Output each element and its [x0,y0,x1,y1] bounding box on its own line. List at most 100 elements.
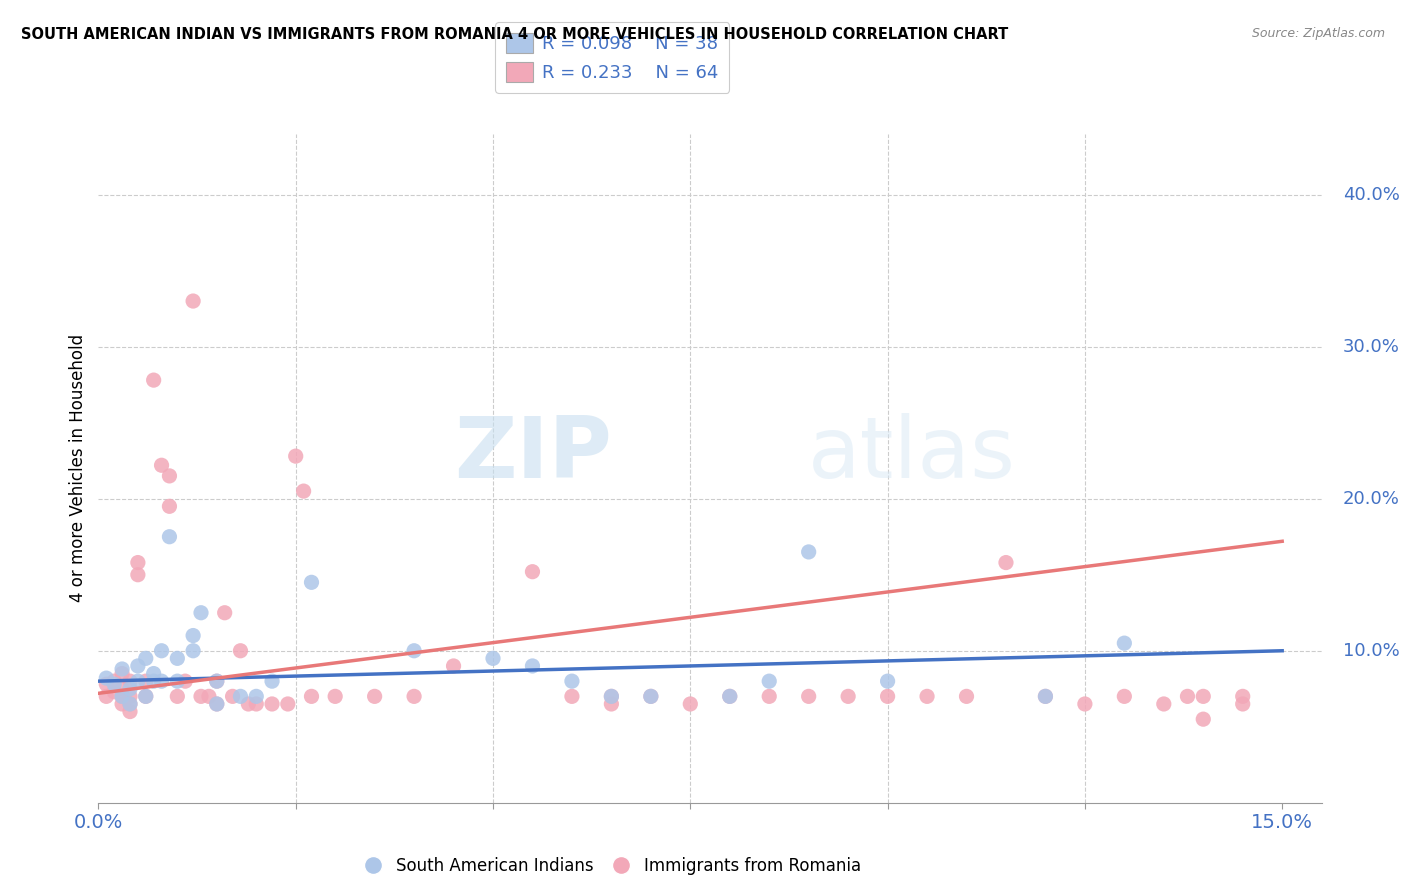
Text: ZIP: ZIP [454,413,612,497]
Point [111,681,134,696]
Point [600,690,623,704]
Point [323,690,346,704]
Text: atlas: atlas [808,413,1017,497]
Point [127,674,149,689]
Point [284,449,307,463]
Point [1114,636,1136,650]
Point [679,697,702,711]
Point [561,690,583,704]
Point [718,690,741,704]
Text: 10.0%: 10.0% [1343,641,1399,660]
Point [118,681,141,696]
Point [159,469,181,483]
Point [837,690,859,704]
Point [181,294,204,309]
Point [758,690,780,704]
Point [797,690,820,704]
Point [1232,690,1254,704]
Point [118,697,141,711]
Point [166,674,188,689]
Point [404,644,426,658]
Point [221,690,243,704]
Point [1153,697,1175,711]
Point [1035,690,1057,704]
Text: SOUTH AMERICAN INDIAN VS IMMIGRANTS FROM ROMANIA 4 OR MORE VEHICLES IN HOUSEHOLD: SOUTH AMERICAN INDIAN VS IMMIGRANTS FROM… [21,27,1008,42]
Point [876,690,898,704]
Point [111,690,134,704]
Point [142,373,165,387]
Point [214,606,236,620]
Point [640,690,662,704]
Point [561,674,583,689]
Point [103,677,125,691]
Point [600,690,623,704]
Point [915,690,938,704]
Point [111,697,134,711]
Point [482,651,505,665]
Point [238,697,260,711]
Point [640,690,662,704]
Point [103,674,125,689]
Point [118,697,141,711]
Legend: South American Indians, Immigrants from Romania: South American Indians, Immigrants from … [357,850,868,881]
Point [1192,712,1215,726]
Point [277,697,299,711]
Text: 40.0%: 40.0% [1343,186,1399,203]
Point [205,697,228,711]
Point [118,705,141,719]
Point [174,674,197,689]
Point [245,690,267,704]
Point [797,545,820,559]
Point [955,690,977,704]
Point [260,674,283,689]
Point [159,500,181,514]
Y-axis label: 4 or more Vehicles in Household: 4 or more Vehicles in Household [69,334,87,602]
Point [292,484,315,499]
Point [600,697,623,711]
Point [205,674,228,689]
Point [127,659,149,673]
Point [190,690,212,704]
Point [876,674,898,689]
Point [96,671,118,685]
Point [205,697,228,711]
Point [229,690,252,704]
Point [127,567,149,582]
Point [166,651,188,665]
Point [103,685,125,699]
Point [994,556,1017,570]
Point [522,565,544,579]
Point [404,690,426,704]
Point [181,628,204,642]
Point [363,690,385,704]
Point [135,690,157,704]
Point [142,674,165,689]
Point [443,659,465,673]
Point [127,556,149,570]
Point [718,690,741,704]
Point [118,690,141,704]
Point [229,644,252,658]
Point [522,659,544,673]
Text: 30.0%: 30.0% [1343,338,1399,356]
Point [1074,697,1097,711]
Point [166,690,188,704]
Point [1114,690,1136,704]
Point [301,575,323,590]
Point [190,606,212,620]
Point [111,662,134,676]
Point [1177,690,1199,704]
Point [150,458,173,473]
Point [135,651,157,665]
Point [96,677,118,691]
Point [198,690,221,704]
Point [135,690,157,704]
Point [181,644,204,658]
Point [260,697,283,711]
Point [1035,690,1057,704]
Point [96,690,118,704]
Point [159,530,181,544]
Point [301,690,323,704]
Point [142,666,165,681]
Point [111,666,134,681]
